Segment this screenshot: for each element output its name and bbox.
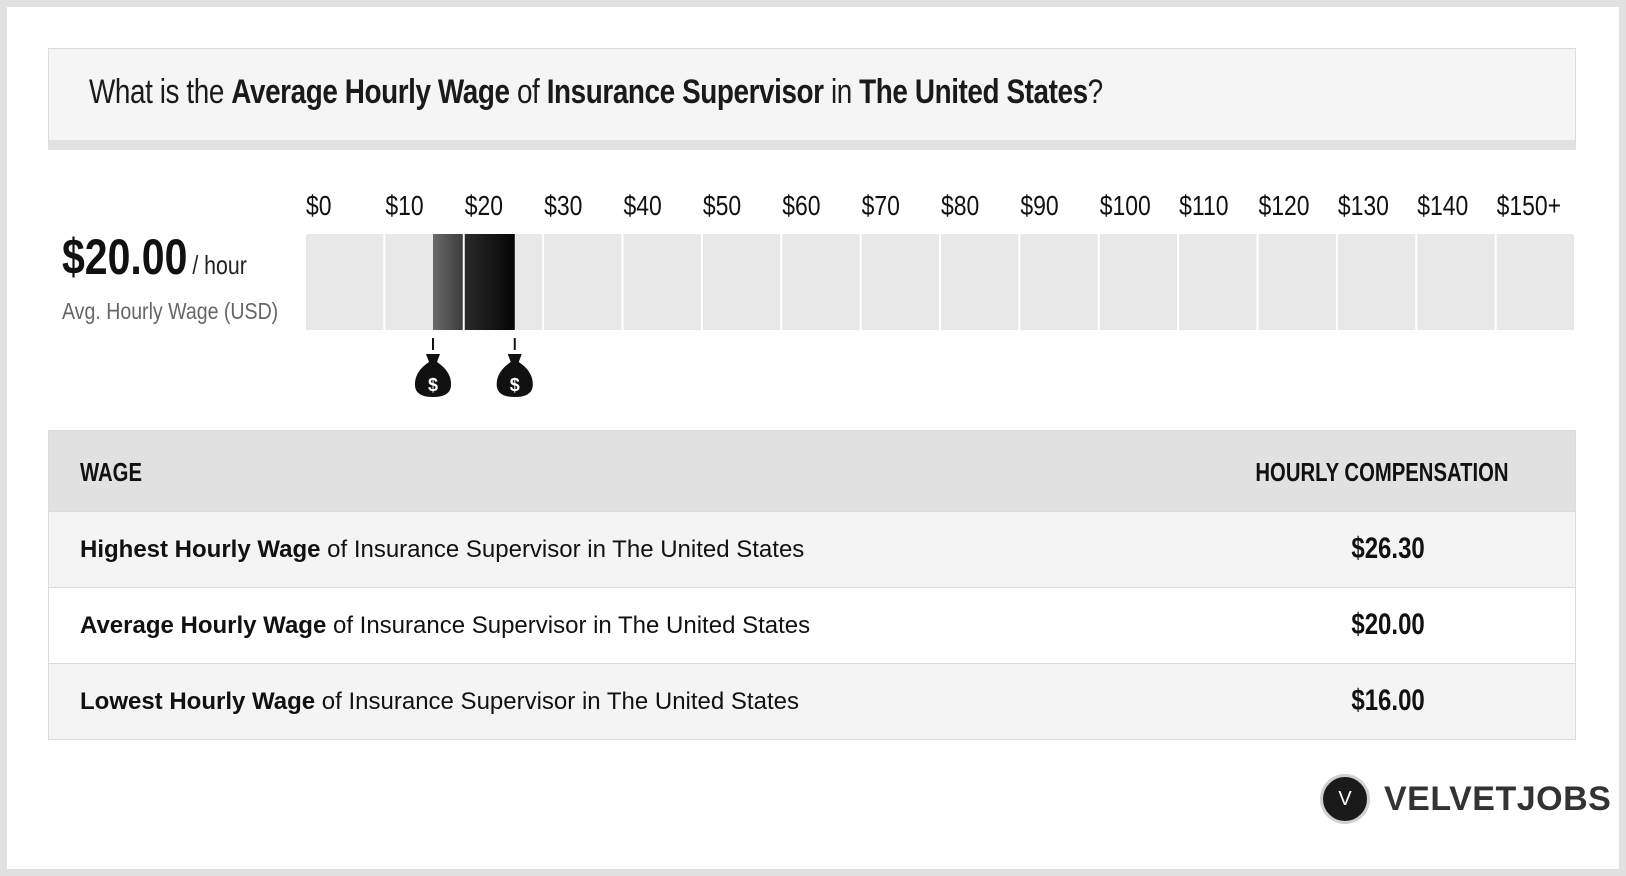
x-tick-label: $50 — [703, 191, 741, 222]
svg-text:$: $ — [510, 375, 520, 395]
track-segment — [1099, 234, 1178, 330]
logo-circle-icon: V — [1320, 774, 1370, 824]
track-segment — [1337, 234, 1416, 330]
title-of: of — [509, 73, 547, 111]
average-label: Avg. Hourly Wage (USD) — [62, 298, 279, 324]
x-tick-label: $140 — [1417, 191, 1468, 222]
range-bar-high — [464, 234, 515, 330]
track-segment — [1258, 234, 1336, 330]
x-tick-label: $150+ — [1497, 191, 1561, 222]
table-row: Highest Hourly Wage of Insurance Supervi… — [49, 511, 1575, 587]
average-value-row: $20.00/ hour — [62, 228, 247, 286]
row-label-bold: Highest Hourly Wage — [80, 536, 321, 563]
average-unit: / hour — [192, 250, 247, 280]
svg-text:$: $ — [428, 375, 438, 395]
title-metric: Average Hourly Wage — [231, 73, 510, 111]
col-header-compensation: HOURLY COMPENSATION — [1255, 457, 1509, 487]
row-value: $26.30 — [1351, 532, 1425, 565]
row-label: Highest Hourly Wage of Insurance Supervi… — [80, 536, 804, 564]
row-value: $16.00 — [1351, 684, 1425, 717]
track-segment — [1417, 234, 1495, 330]
average-value: $20.00 — [62, 229, 188, 285]
title-in: in — [823, 73, 860, 111]
table-row: Lowest Hourly Wage of Insurance Supervis… — [49, 663, 1575, 739]
track-segment — [1020, 234, 1098, 330]
x-tick-label: $100 — [1100, 191, 1151, 222]
range-bar-low — [433, 234, 463, 330]
logo-text: VELVETJOBS — [1384, 780, 1612, 818]
x-tick-label: $20 — [465, 191, 503, 222]
title-location: The United States — [859, 73, 1088, 111]
row-value: $20.00 — [1351, 608, 1425, 641]
table-body: Highest Hourly Wage of Insurance Supervi… — [49, 511, 1575, 739]
track-segment — [1496, 234, 1574, 330]
x-tick-label: $40 — [624, 191, 662, 222]
track-segment — [782, 234, 860, 330]
track-segment — [623, 234, 701, 330]
x-tick-label: $70 — [862, 191, 900, 222]
average-summary: $20.00/ hour Avg. Hourly Wage (USD) — [62, 228, 287, 324]
row-label-rest: of Insurance Supervisor in The United St… — [326, 612, 811, 639]
track-segment — [306, 234, 384, 330]
col-header-wage: WAGE — [80, 457, 142, 487]
track-segment — [861, 234, 939, 330]
title-suffix: ? — [1087, 73, 1104, 111]
logo-letter: V — [1338, 788, 1352, 810]
x-tick-label: $130 — [1338, 191, 1389, 222]
row-label: Average Hourly Wage of Insurance Supervi… — [80, 612, 810, 640]
title-job: Insurance Supervisor — [546, 73, 824, 111]
x-tick-label: $60 — [782, 191, 820, 222]
wage-table: WAGE HOURLY COMPENSATION Highest Hourly … — [48, 430, 1576, 740]
row-label-rest: of Insurance Supervisor in The United St… — [315, 688, 799, 715]
table-row: Average Hourly Wage of Insurance Supervi… — [49, 587, 1575, 663]
money-bag-icon: $ — [414, 354, 452, 397]
table-header: WAGE HOURLY COMPENSATION — [49, 431, 1575, 511]
wage-range-chart: $0 $10 $20 $30 $40 $50 $60 $70 $80 $90 $100 $110 $12… — [306, 191, 1574, 397]
x-tick-label: $30 — [544, 191, 582, 222]
x-tick-label: $120 — [1259, 191, 1310, 222]
row-label-rest: of Insurance Supervisor in The United St… — [320, 536, 805, 563]
track-segment — [1179, 234, 1257, 330]
track-segment — [941, 234, 1019, 330]
x-tick-label: $110 — [1179, 191, 1228, 222]
x-tick-label: $0 — [306, 191, 332, 222]
row-label: Lowest Hourly Wage of Insurance Supervis… — [80, 688, 799, 716]
page-header: What is the Average Hourly Wage of Insur… — [48, 48, 1576, 150]
title-prefix: What is the — [89, 73, 232, 111]
x-tick-label: $90 — [1020, 191, 1058, 222]
track-segment — [702, 234, 781, 330]
page-title: What is the Average Hourly Wage of Insur… — [89, 73, 1103, 112]
track-segment — [544, 234, 622, 330]
x-tick-label: $80 — [941, 191, 979, 222]
row-label-bold: Lowest Hourly Wage — [80, 688, 316, 715]
money-bag-icon: $ — [496, 354, 533, 397]
row-label-bold: Average Hourly Wage — [80, 612, 327, 639]
x-tick-label: $10 — [385, 191, 423, 222]
